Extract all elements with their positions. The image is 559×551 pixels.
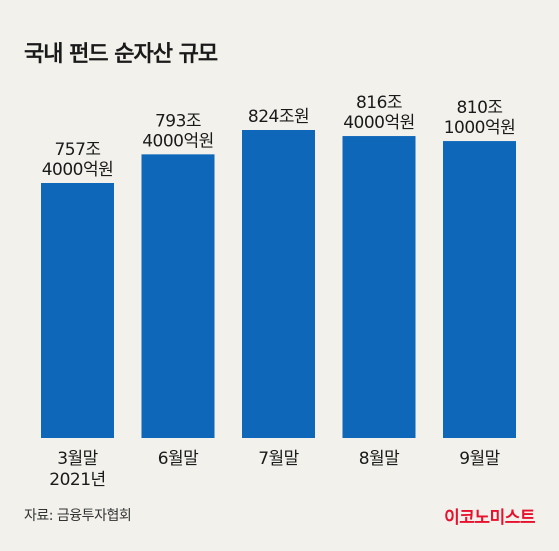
bar-2 — [141, 154, 215, 438]
data-label-4-line-1: 816조 — [356, 93, 402, 113]
bar-4 — [342, 136, 416, 439]
data-label-2-line-2: 4000억원 — [142, 131, 214, 151]
data-label-3: 824조원 — [248, 107, 309, 127]
data-label-2-line-1: 793조 — [155, 111, 201, 131]
data-label-5-line-1: 810조 — [456, 98, 502, 118]
data-label-5-line-2: 1000억원 — [444, 118, 516, 138]
category-label-2: 6월말 — [158, 449, 199, 469]
category-label-5: 9월말 — [459, 449, 500, 469]
data-label-1-line-1: 757조 — [54, 140, 100, 160]
source-note: 자료: 금융투자협회 — [24, 508, 132, 524]
bar-5 — [443, 141, 516, 438]
bar-1 — [41, 183, 114, 438]
data-label-1-line-2: 4000억원 — [42, 160, 114, 180]
category-label-1-line-2: 2021년 — [49, 470, 105, 490]
chart-title: 국내 펀드 순자산 규모 — [24, 42, 218, 67]
brand-logo: 이코노미스트 — [444, 508, 535, 528]
category-label-4: 8월말 — [359, 449, 400, 469]
data-label-4-line-2: 4000억원 — [343, 113, 415, 133]
category-label-1-line-1: 3월말 — [57, 449, 98, 469]
category-label-3: 7월말 — [258, 449, 299, 469]
bar-3 — [242, 130, 315, 438]
